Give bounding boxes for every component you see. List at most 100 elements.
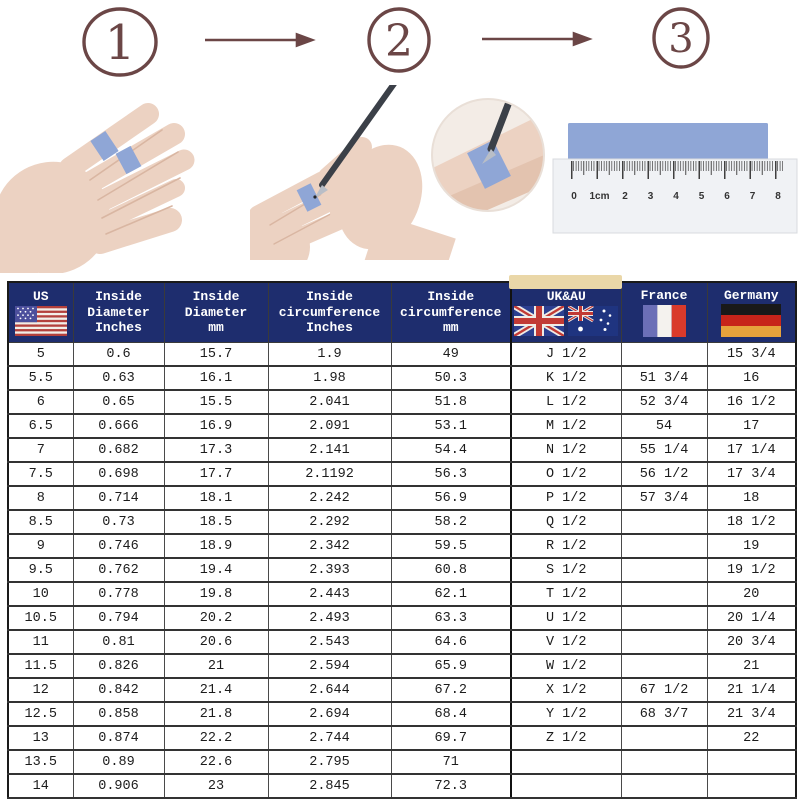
- cell-france-size: [620, 581, 708, 607]
- cell-inside-diameter-inches: 0.842: [72, 677, 165, 703]
- column-label: UK&AU: [546, 289, 586, 305]
- cell-us-size: 10.5: [7, 605, 74, 631]
- cell-uk-au-size: O 1/2: [510, 461, 622, 487]
- cell-inside-diameter-inches: 0.81: [72, 629, 165, 655]
- cell-inside-circumference-inches: 2.594: [267, 653, 392, 679]
- germany-flag-icon: [721, 304, 782, 338]
- cell-germany-size: 17 1/4: [706, 437, 797, 463]
- cell-inside-circumference-inches: 2.694: [267, 701, 392, 727]
- ruler-label: 2: [622, 191, 628, 202]
- cell-inside-circumference-mm: 64.6: [390, 629, 512, 655]
- col-header-inside-circumference-mm: Inside circumference mm: [390, 281, 512, 343]
- ruler-label: 4: [673, 191, 679, 202]
- cell-uk-au-size: M 1/2: [510, 413, 622, 439]
- table-row: 5.5 0.63 16.1 1.98 50.3 K 1/2 51 3/4 16: [7, 365, 797, 391]
- cell-inside-circumference-mm: 60.8: [390, 557, 512, 583]
- cell-us-size: 9.5: [7, 557, 74, 583]
- cell-inside-circumference-inches: 2.041: [267, 389, 392, 415]
- table-row: 7 0.682 17.3 2.141 54.4 N 1/2 55 1/4 17 …: [7, 437, 797, 463]
- cell-inside-diameter-inches: 0.6: [72, 342, 165, 367]
- cell-uk-au-size: R 1/2: [510, 533, 622, 559]
- cell-inside-diameter-mm: 17.3: [163, 437, 269, 463]
- table-row: 13.5 0.89 22.6 2.795 71: [7, 749, 797, 775]
- cell-inside-circumference-mm: 67.2: [390, 677, 512, 703]
- cell-inside-circumference-mm: 54.4: [390, 437, 512, 463]
- cell-inside-diameter-mm: 19.4: [163, 557, 269, 583]
- cell-france-size: [620, 629, 708, 655]
- step2-photo-marking-strip-with-pen: [250, 85, 545, 260]
- france-flag-icon: [642, 304, 686, 337]
- cell-germany-size: 16: [706, 365, 797, 391]
- cell-inside-circumference-mm: 56.3: [390, 461, 512, 487]
- cell-inside-circumference-inches: 1.98: [267, 365, 392, 391]
- cell-germany-size: 17 3/4: [706, 461, 797, 487]
- cell-inside-diameter-mm: 20.6: [163, 629, 269, 655]
- cell-germany-size: 20 3/4: [706, 629, 797, 655]
- cell-uk-au-size: Q 1/2: [510, 509, 622, 535]
- cell-uk-au-size: L 1/2: [510, 389, 622, 415]
- table-row: 6 0.65 15.5 2.041 51.8 L 1/2 52 3/4 16 1…: [7, 389, 797, 415]
- ruler-label: 1cm: [589, 191, 609, 202]
- cell-germany-size: 22: [706, 725, 797, 751]
- pen-icon: [313, 85, 397, 199]
- cell-inside-diameter-mm: 20.2: [163, 605, 269, 631]
- cell-inside-diameter-mm: 15.7: [163, 342, 269, 367]
- cell-france-size: 67 1/2: [620, 677, 708, 703]
- col-header-inside-diameter-inches: Inside Diameter Inches: [72, 281, 165, 343]
- cell-germany-size: 19: [706, 533, 797, 559]
- cell-inside-diameter-mm: 21.4: [163, 677, 269, 703]
- cell-inside-circumference-inches: 2.845: [267, 773, 392, 799]
- cell-inside-circumference-mm: 63.3: [390, 605, 512, 631]
- step2-number: 2: [385, 16, 413, 67]
- cell-inside-diameter-mm: 16.1: [163, 365, 269, 391]
- cell-us-size: 8: [7, 485, 74, 511]
- cell-germany-size: 21 3/4: [706, 701, 797, 727]
- cell-inside-circumference-mm: 69.7: [390, 725, 512, 751]
- steps-header: 1 2 3: [82, 7, 710, 77]
- cell-france-size: 54: [620, 413, 708, 439]
- cell-france-size: 57 3/4: [620, 485, 708, 511]
- cell-inside-circumference-mm: 56.9: [390, 485, 512, 511]
- cell-uk-au-size: N 1/2: [510, 437, 622, 463]
- col-header-uk-au: UK&AU: [510, 281, 622, 343]
- cell-germany-size: 20 1/4: [706, 605, 797, 631]
- cell-inside-circumference-mm: 72.3: [390, 773, 512, 799]
- cell-us-size: 10: [7, 581, 74, 607]
- cell-us-size: 12.5: [7, 701, 74, 727]
- cell-inside-circumference-mm: 53.1: [390, 413, 512, 439]
- table-header: US: [7, 281, 797, 343]
- step1-circle-icon: [82, 7, 158, 77]
- cell-germany-size: 18 1/2: [706, 509, 797, 535]
- col-header-germany: Germany: [706, 281, 797, 343]
- table-row: 5 0.6 15.7 1.9 49 J 1/2 15 3/4: [7, 342, 797, 367]
- cell-inside-circumference-inches: 2.744: [267, 725, 392, 751]
- cell-inside-circumference-inches: 1.9: [267, 342, 392, 367]
- cell-inside-diameter-inches: 0.63: [72, 365, 165, 391]
- column-label: Inside circumference mm: [400, 288, 502, 336]
- cell-france-size: [620, 773, 708, 799]
- cell-inside-diameter-inches: 0.858: [72, 701, 165, 727]
- cell-inside-circumference-mm: 62.1: [390, 581, 512, 607]
- ruler-label: 3: [648, 191, 654, 202]
- au-flag-icon: [568, 305, 619, 336]
- table-body: 5 0.6 15.7 1.9 49 J 1/2 15 3/4 5.5 0.63 …: [7, 342, 797, 799]
- table-row: 14 0.906 23 2.845 72.3: [7, 773, 797, 799]
- cell-inside-diameter-mm: 19.8: [163, 581, 269, 607]
- cell-inside-circumference-mm: 51.8: [390, 389, 512, 415]
- ruler-label: 5: [699, 191, 705, 202]
- cell-uk-au-size: V 1/2: [510, 629, 622, 655]
- cell-us-size: 5: [7, 342, 74, 367]
- table-row: 9 0.746 18.9 2.342 59.5 R 1/2 19: [7, 533, 797, 559]
- cell-inside-circumference-inches: 2.543: [267, 629, 392, 655]
- cell-inside-diameter-mm: 18.5: [163, 509, 269, 535]
- cell-inside-circumference-mm: 49: [390, 342, 512, 367]
- table-row: 8 0.714 18.1 2.242 56.9 P 1/2 57 3/4 18: [7, 485, 797, 511]
- cell-inside-circumference-inches: 2.795: [267, 749, 392, 775]
- column-label: Inside Diameter Inches: [87, 288, 150, 336]
- cell-inside-circumference-inches: 2.141: [267, 437, 392, 463]
- cell-inside-diameter-mm: 16.9: [163, 413, 269, 439]
- step3-photo-ruler-measuring-strip: 0 1cm 2 3 4 5 6 7 8: [552, 123, 798, 234]
- step2-circle-icon: [367, 7, 431, 73]
- cell-inside-diameter-inches: 0.666: [72, 413, 165, 439]
- table-row: 13 0.874 22.2 2.744 69.7 Z 1/2 22: [7, 725, 797, 751]
